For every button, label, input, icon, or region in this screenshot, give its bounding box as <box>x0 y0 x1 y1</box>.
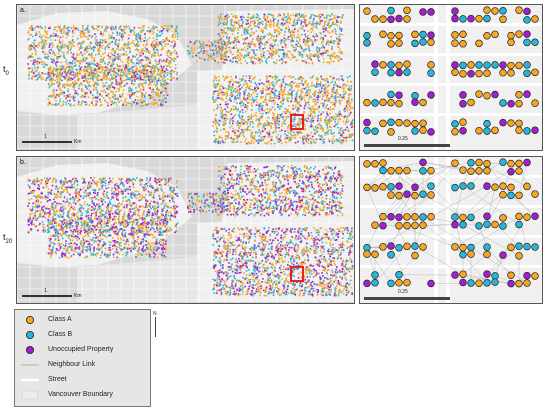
street-line-icon <box>21 378 39 382</box>
zoom-scale-label-t20: 0.25 <box>398 289 408 295</box>
map-panel-t0: a. 1 Km <box>16 4 355 151</box>
north-label: N <box>153 311 157 317</box>
legend-label-street: Street <box>48 376 67 383</box>
neighbour-link-line-icon <box>21 364 39 366</box>
time-label-t0: t0 <box>3 64 9 77</box>
unoccupied-circle-icon <box>26 346 34 354</box>
zoom-panel-t20: 0.25 <box>359 156 543 304</box>
map-canvas-t0 <box>17 5 354 150</box>
class-a-circle-icon <box>26 316 34 324</box>
map-legend: Class A Class B Unoccupied Property Neig… <box>14 309 151 407</box>
legend-label-unoccupied: Unoccupied Property <box>48 346 114 353</box>
zoom-canvas-t20 <box>360 157 542 303</box>
time-label-t20-sub: 20 <box>5 238 13 245</box>
south-land <box>77 105 197 150</box>
legend-label-class-a: Class A <box>48 316 72 323</box>
legend-item-street: Street <box>15 374 150 386</box>
legend-item-vancouver-boundary: Vancouver Boundary <box>15 389 150 401</box>
legend-item-class-a: Class A <box>15 314 150 326</box>
scale-bar-b-value: 1 <box>44 288 47 294</box>
zoom-panel-t0: 0.25 <box>359 4 543 151</box>
zoom-scale-label-t0: 0.25 <box>398 136 408 142</box>
time-label-t0-letter: t <box>3 64 6 74</box>
time-label-t20-letter: t <box>3 232 6 242</box>
zoom-scale-bar-t0 <box>364 144 450 147</box>
panel-label-b: b. <box>20 159 26 166</box>
south-land <box>77 257 197 302</box>
legend-item-unoccupied: Unoccupied Property <box>15 344 150 356</box>
scale-bar-b-unit: Km <box>74 293 82 299</box>
map-canvas-t20 <box>17 157 354 303</box>
legend-item-neighbour-link: Neighbour Link <box>15 359 150 371</box>
class-b-circle-icon <box>26 331 34 339</box>
time-label-t20: t20 <box>3 232 12 245</box>
legend-item-class-b: Class B <box>15 329 150 341</box>
north-arrow-icon: N <box>153 311 157 337</box>
legend-label-vancouver-boundary: Vancouver Boundary <box>48 391 113 398</box>
boundary-box-icon <box>21 390 39 400</box>
zoom-scale-bar-t20 <box>364 297 450 300</box>
scale-bar-a-value: 1 <box>44 134 47 140</box>
legend-label-neighbour-link: Neighbour Link <box>48 361 96 368</box>
time-label-t0-sub: 0 <box>5 70 9 77</box>
map-panel-t20: b. 1 Km <box>16 156 355 304</box>
zoom-highlight-box <box>290 266 304 282</box>
legend-label-class-b: Class B <box>48 331 73 338</box>
panel-label-a: a. <box>20 7 26 14</box>
zoom-highlight-box <box>290 114 304 130</box>
scale-bar-a-unit: Km <box>74 139 82 145</box>
zoom-canvas-t0 <box>360 5 542 150</box>
